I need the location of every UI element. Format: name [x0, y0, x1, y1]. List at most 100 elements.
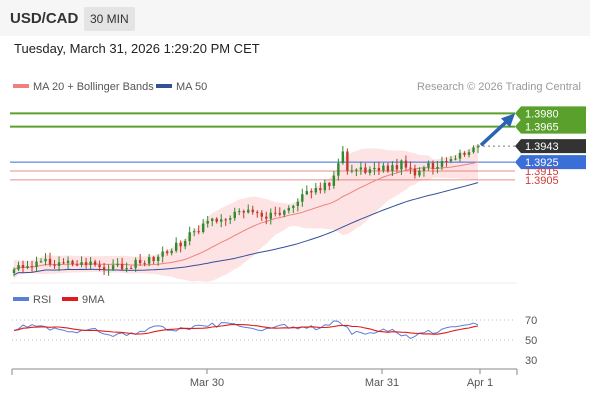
candle	[102, 262, 106, 276]
candle-body	[359, 167, 363, 170]
candle-body	[328, 182, 331, 186]
candle	[111, 259, 115, 271]
candle-body	[440, 160, 444, 167]
candle-body	[39, 261, 43, 263]
candle	[382, 162, 385, 173]
candle-body	[26, 266, 29, 268]
ma50-legend-swatch	[156, 84, 172, 88]
candle-body	[98, 264, 101, 268]
candle	[179, 240, 182, 253]
current-label: 1.3943	[525, 141, 559, 153]
candle-body	[242, 211, 245, 213]
candle	[84, 257, 88, 269]
candle	[30, 260, 34, 273]
candle-body	[125, 267, 128, 270]
candle	[467, 149, 471, 158]
candle	[436, 160, 439, 174]
candle	[107, 264, 110, 276]
candle	[305, 185, 309, 196]
candle	[211, 217, 214, 227]
candle	[44, 253, 47, 266]
candle	[48, 252, 52, 267]
forecast-arrow-shaft	[479, 119, 510, 147]
candle-body	[152, 257, 155, 261]
candle-body	[116, 263, 119, 266]
candle	[224, 218, 227, 226]
credit-label: Research © 2026 Trading Central	[417, 81, 581, 93]
candle	[449, 156, 453, 164]
candle	[147, 254, 151, 267]
candle	[89, 257, 92, 269]
candle-body	[102, 267, 106, 271]
candle-body	[84, 262, 88, 266]
candle-body	[431, 162, 435, 169]
candle-body	[211, 218, 214, 221]
candle	[391, 161, 394, 177]
bollinger-legend-swatch	[13, 84, 29, 88]
candle-body	[404, 160, 408, 168]
candle-body	[143, 263, 146, 265]
candle	[39, 258, 43, 263]
candle	[247, 204, 250, 214]
candle	[256, 210, 259, 218]
timeframe-badge[interactable]: 30 MIN	[84, 7, 135, 31]
candle-body	[409, 167, 412, 169]
resistance-1-label: 1.3965	[525, 122, 559, 134]
candle	[152, 255, 155, 265]
candle-body	[53, 264, 56, 266]
resistance-1-label-box: 1.3965	[515, 119, 586, 134]
candle-body	[179, 242, 182, 247]
candle-body	[256, 212, 259, 214]
pivot-label: 1.3925	[525, 157, 559, 169]
candle-body	[35, 261, 38, 268]
candle	[418, 167, 421, 178]
candle-body	[21, 264, 25, 268]
rsi-legend-label: RSI	[33, 294, 51, 306]
candle	[229, 215, 232, 225]
candle-body	[238, 211, 241, 213]
candle-body	[170, 250, 173, 254]
candle-body	[71, 260, 74, 265]
time-label: Apr 1	[467, 377, 493, 389]
candle	[296, 198, 300, 212]
candle	[174, 237, 178, 253]
candle	[125, 262, 128, 273]
candle	[472, 145, 475, 154]
candle-body	[202, 223, 205, 232]
candle	[409, 161, 412, 175]
candle-body	[427, 162, 430, 168]
candle-body	[467, 152, 471, 155]
candle	[183, 238, 187, 250]
candle	[377, 161, 381, 176]
candle	[93, 259, 97, 267]
rsi-legend-swatch	[13, 297, 29, 301]
candle-body	[413, 168, 417, 176]
candle	[143, 260, 146, 267]
bollinger-band-fill	[14, 143, 478, 282]
candle	[368, 166, 372, 176]
time-label: Mar 30	[190, 377, 224, 389]
resistance-2-label: 1.3980	[525, 108, 559, 120]
candle	[206, 215, 209, 228]
candle	[242, 209, 245, 219]
candle	[310, 188, 313, 199]
candle-body	[129, 267, 133, 269]
candle	[188, 226, 191, 246]
candle	[71, 259, 74, 267]
candle-body	[57, 262, 61, 266]
candle	[161, 246, 164, 263]
candle	[413, 164, 417, 179]
candle-body	[89, 261, 92, 266]
candle	[17, 261, 20, 271]
candle	[265, 211, 268, 225]
candle	[400, 159, 403, 176]
rsi-tick-30: 30	[525, 355, 537, 367]
candle	[202, 219, 205, 234]
candle	[323, 179, 327, 194]
candle	[445, 157, 448, 167]
rsi-panel: 70 50 30	[12, 315, 537, 367]
candle-body	[337, 163, 340, 176]
candle	[346, 148, 349, 175]
candle	[373, 162, 376, 176]
candle	[116, 258, 119, 268]
